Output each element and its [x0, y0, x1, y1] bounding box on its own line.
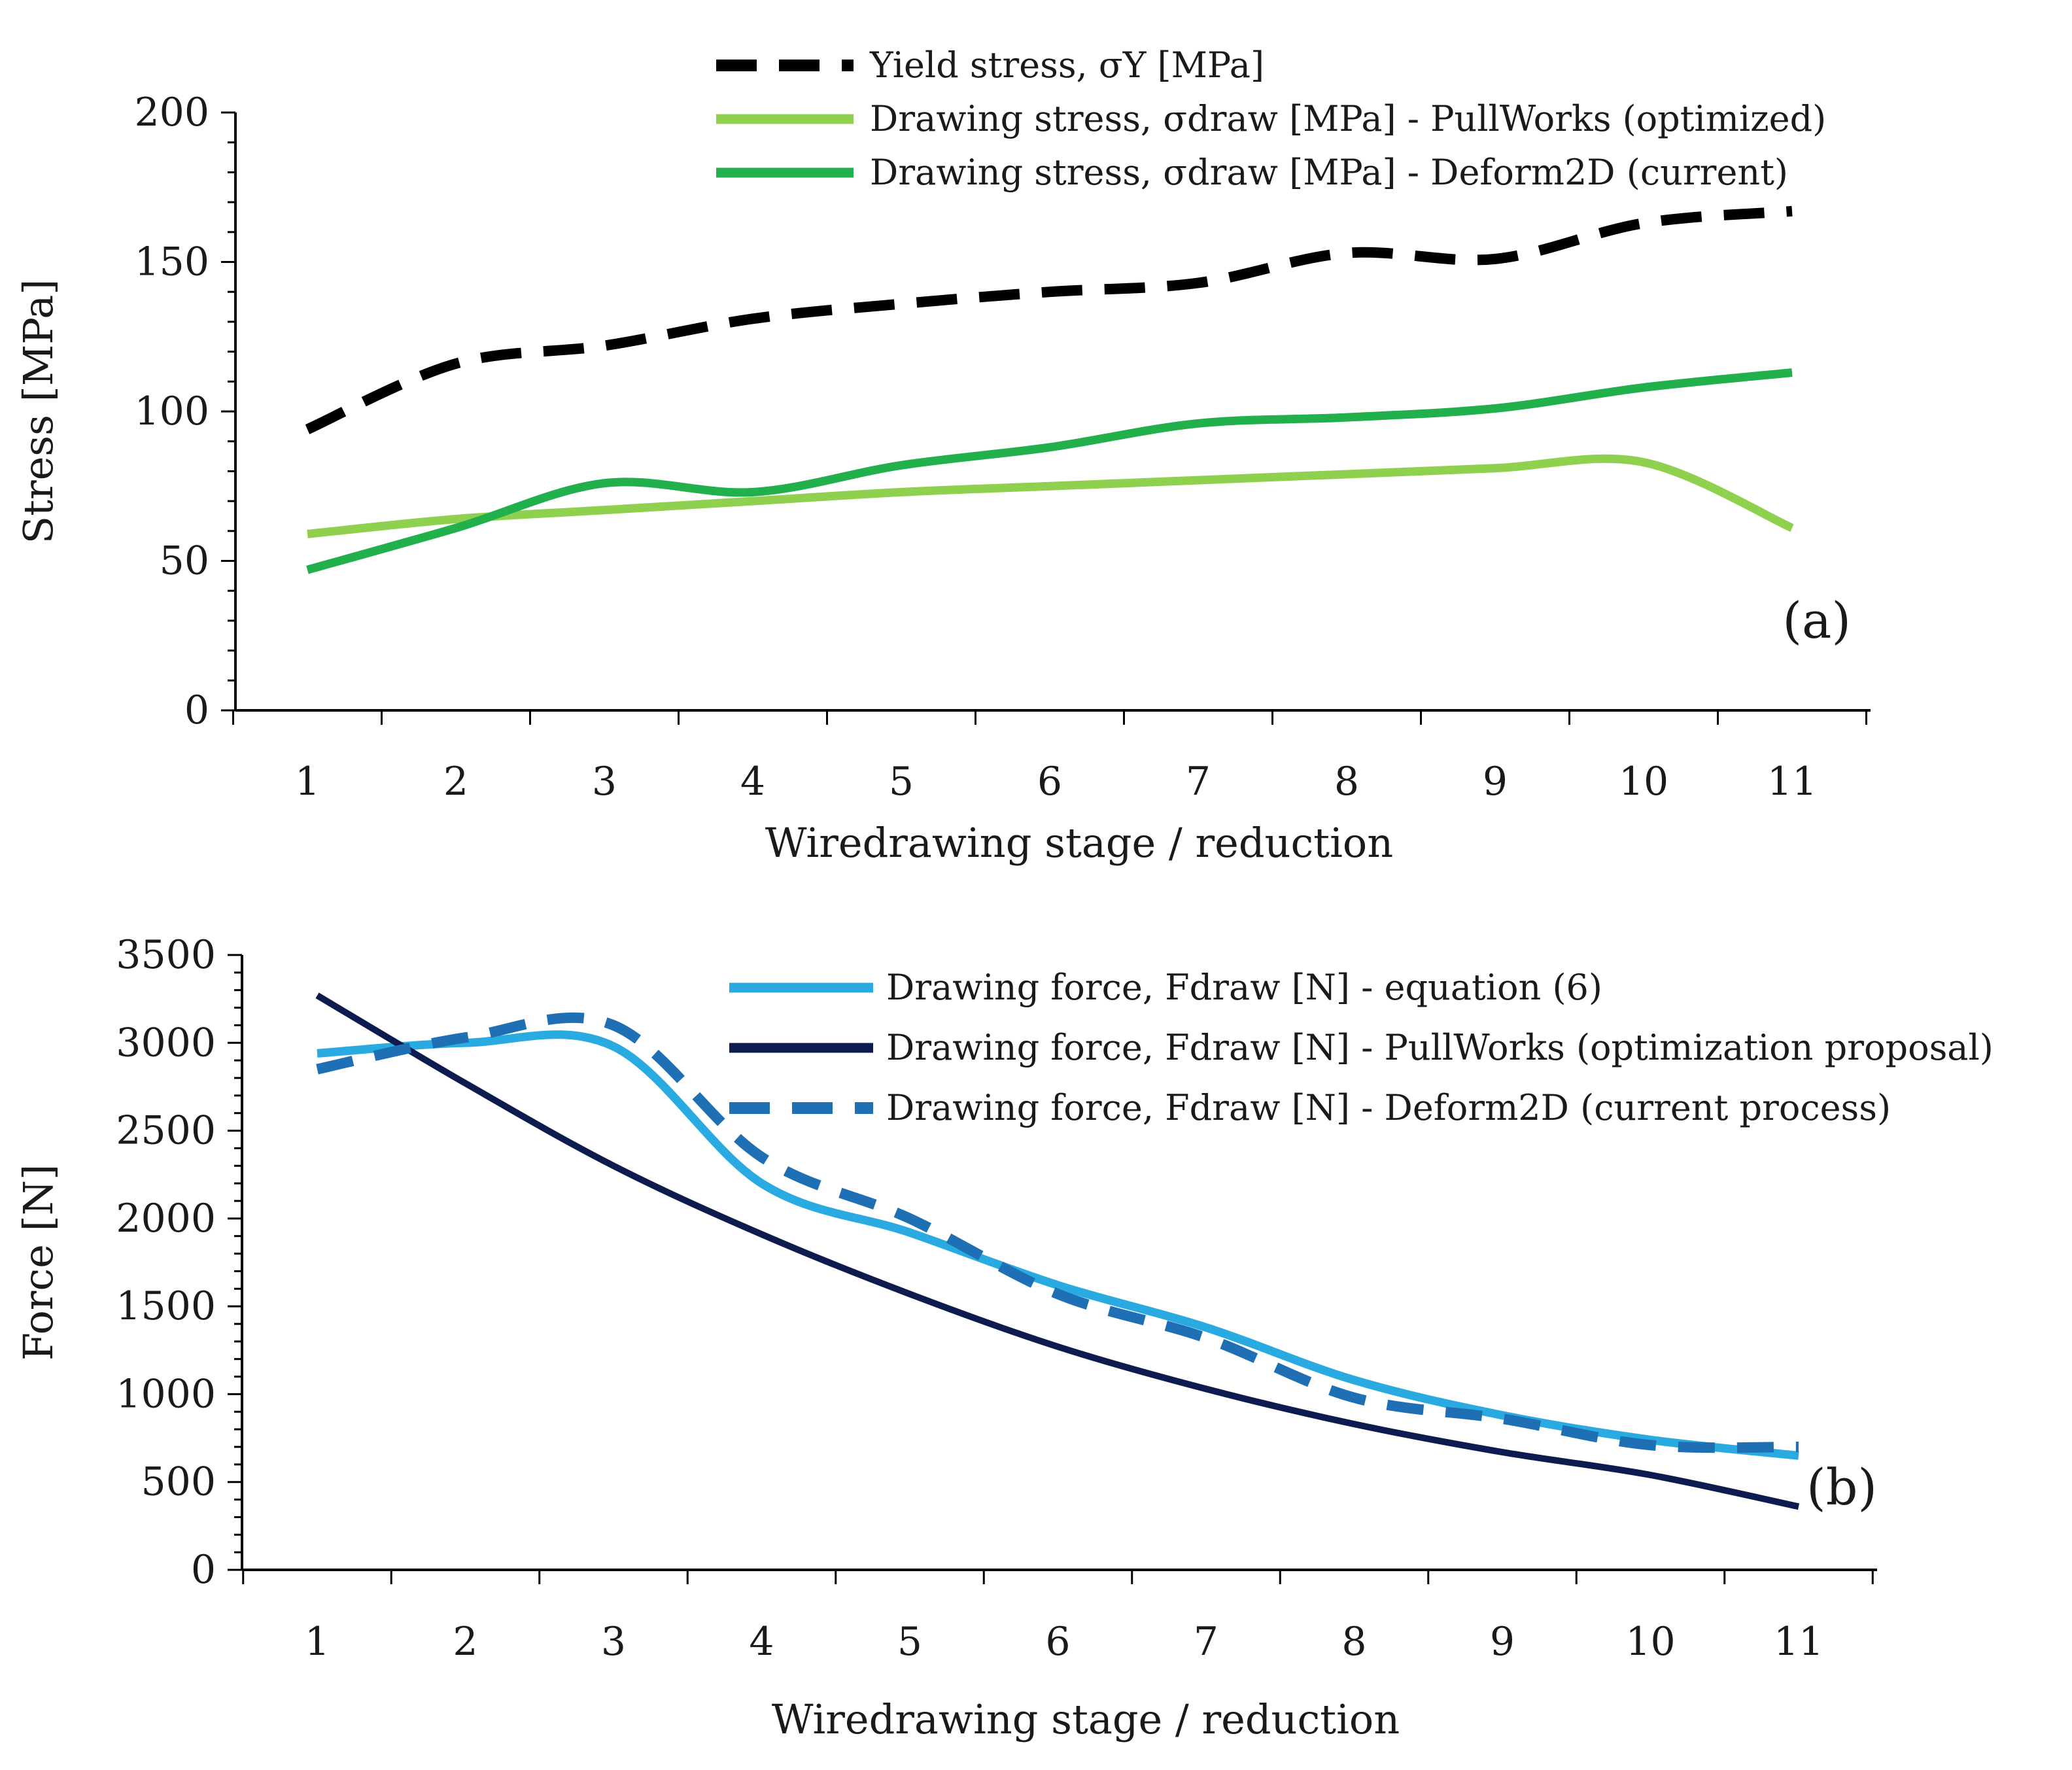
x-tick-label: 6: [1045, 1619, 1070, 1665]
x-tick-label: 7: [1186, 759, 1211, 805]
x-tick-label: 8: [1334, 759, 1359, 805]
y-axis-title: Stress [MPa]: [14, 279, 62, 544]
y-tick-label: 3000: [116, 1020, 216, 1066]
x-tick-label: 10: [1625, 1619, 1675, 1665]
series-line-1: [317, 1030, 1799, 1460]
legend-label-1: Yield stress, σY [MPa]: [869, 44, 1264, 86]
y-tick-label: 100: [134, 389, 209, 434]
panel-label: (b): [1806, 1458, 1877, 1516]
x-tick-label: 3: [592, 759, 617, 805]
panel-b-force-chart: 0 500 1000 1500 2000 2500 3000 3500 1 2 3 4 5 6 7 8 9 10 1…: [14, 932, 1994, 1743]
x-tick-label: 4: [749, 1619, 774, 1665]
x-tick-label: 6: [1037, 759, 1062, 805]
y-tick-label: 150: [134, 239, 209, 285]
y-axis-title: Force [N]: [14, 1164, 62, 1361]
legend-label-2: Drawing force, Fdraw [N] - PullWorks (op…: [886, 1027, 1994, 1068]
x-tick-label: 9: [1483, 759, 1508, 805]
x-axis-title: Wiredrawing stage / reduction: [765, 819, 1393, 867]
y-tick-label: 500: [141, 1459, 216, 1505]
legend-label-3: Drawing stress, σdraw [MPa] - Deform2D (…: [870, 152, 1788, 193]
panel-label: (a): [1782, 591, 1851, 650]
x-tick-label: 9: [1490, 1619, 1515, 1665]
legend-label-2: Drawing stress, σdraw [MPa] - PullWorks …: [870, 98, 1826, 139]
x-tick-label: 5: [897, 1619, 922, 1665]
y-tick-label: 3500: [116, 932, 216, 978]
x-tick-label: 1: [295, 759, 320, 805]
y-tick-label: 1000: [116, 1371, 216, 1417]
y-tick-label: 50: [160, 538, 209, 584]
series-line-2: [315, 992, 1800, 1510]
y-tick-label: 2000: [116, 1196, 216, 1241]
x-tick-label: 1: [305, 1619, 330, 1665]
y-tick-label: 200: [134, 90, 209, 135]
y-tick-label: 0: [184, 687, 209, 733]
x-tick-label: 2: [453, 1619, 477, 1665]
y-tick-label: 1500: [116, 1283, 216, 1329]
x-tick-label: 2: [443, 759, 468, 805]
x-tick-label: 3: [601, 1619, 626, 1665]
x-axis-title: Wiredrawing stage / reduction: [772, 1695, 1400, 1743]
y-tick-label: 2500: [116, 1108, 216, 1154]
panel-a-stress-chart: 0 50 100 150 200 1 2 3 4 5 6 7 8 9 10 11 Wiredrawing sta…: [14, 44, 1871, 867]
x-tick-label: 11: [1774, 1619, 1823, 1665]
x-tick-label: 10: [1619, 759, 1668, 805]
legend-label-3: Drawing force, Fdraw [N] - Deform2D (cur…: [886, 1087, 1891, 1128]
x-tick-label: 8: [1341, 1619, 1366, 1665]
y-tick-label: 0: [191, 1547, 216, 1593]
x-tick-label: 5: [889, 759, 914, 805]
x-tick-label: 11: [1767, 759, 1817, 805]
legend-label-1: Drawing force, Fdraw [N] - equation (6): [886, 967, 1602, 1008]
series-line-1: [305, 205, 1793, 434]
series-line-2: [307, 454, 1794, 538]
x-tick-label: 4: [740, 759, 765, 805]
series-line-3: [316, 1012, 1799, 1453]
series-line-3: [306, 368, 1793, 574]
x-tick-label: 7: [1194, 1619, 1218, 1665]
